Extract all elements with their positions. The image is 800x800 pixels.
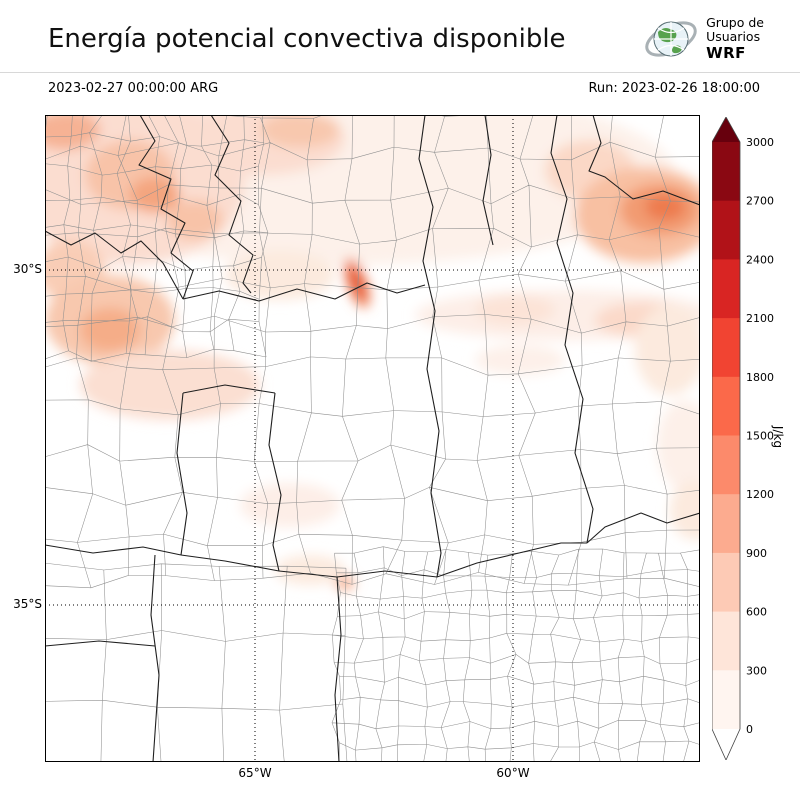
colorbar-segment	[712, 259, 740, 319]
wrf-logo: Grupo de Usuarios WRF	[644, 12, 764, 66]
colorbar-segment	[712, 552, 740, 613]
colorbar-tick-label: 2400	[746, 253, 774, 266]
lon-axis-label: 60°W	[496, 766, 530, 780]
logo-line1: Grupo de	[706, 15, 764, 30]
colorbar-under-arrow	[712, 729, 740, 760]
logo-line2: Usuarios	[706, 29, 761, 45]
valid-time-label: 2023-02-27 00:00:00 ARG	[48, 81, 219, 96]
colorbar-segment	[712, 318, 740, 378]
colorbar-tick-label: 900	[746, 547, 767, 560]
colorbar-tick-label: 2100	[746, 312, 774, 325]
lon-axis-label: 65°W	[238, 766, 272, 780]
colorbar-tick-label: 0	[746, 723, 753, 736]
colorbar-tick-label: 1500	[746, 430, 774, 443]
colorbar-over-arrow	[712, 117, 740, 142]
colorbar-segment	[712, 435, 740, 495]
logo-line3: WRF	[706, 43, 746, 62]
colorbar-segment	[712, 670, 740, 730]
colorbar-svg: 0 300 600 900 1200 1500 1800 2100 2400 2700 3000	[711, 116, 774, 761]
weather-map	[15, 85, 720, 779]
wrf-globe-icon	[645, 21, 697, 57]
run-time-label: Run: 2023-02-26 18:00:00	[588, 81, 760, 96]
colorbar-tick-label: 2700	[746, 195, 774, 208]
colorbar-segment	[712, 200, 740, 260]
header-divider	[0, 72, 800, 73]
page-title: Energía potencial convectiva disponible	[48, 24, 566, 54]
colorbar-tick-label: 600	[746, 606, 767, 619]
map-canvas	[15, 85, 720, 779]
wrf-logo-text: Grupo de Usuarios WRF	[706, 15, 764, 62]
colorbar-units-label: J/kg	[771, 425, 785, 449]
province-borders	[44, 114, 701, 763]
colorbar-tick-label: 1800	[746, 371, 774, 384]
colorbar-segment	[712, 611, 740, 671]
colorbar-tick-label: 300	[746, 664, 767, 677]
colorbar-segment	[712, 376, 740, 437]
colorbar: 0 300 600 900 1200 1500 1800 2100 2400 2700 3000	[711, 116, 796, 761]
map-frame-border	[45, 115, 700, 762]
lat-axis-label: 30°S	[13, 262, 42, 276]
colorbar-segment	[712, 494, 740, 554]
colorbar-tick-label: 3000	[746, 136, 774, 149]
colorbar-segment	[712, 142, 740, 202]
lat-axis-label: 35°S	[13, 597, 42, 611]
colorbar-tick-label: 1200	[746, 488, 774, 501]
